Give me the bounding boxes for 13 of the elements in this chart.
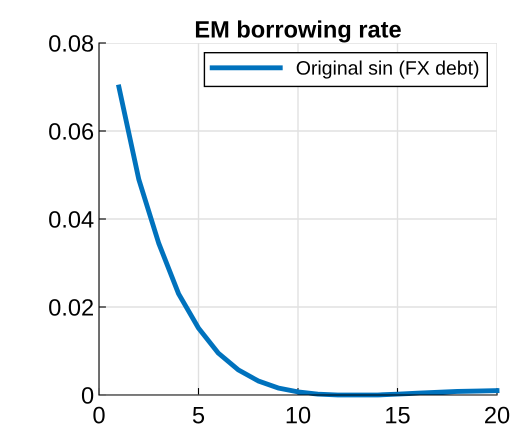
y-tick-label: 0 — [82, 387, 94, 404]
x-tick-label: 10 — [286, 406, 310, 424]
y-tick-label: 0.02 — [49, 299, 93, 316]
x-tick-label: 0 — [93, 406, 105, 424]
x-tick-label: 20 — [485, 406, 510, 424]
y-tick-label: 0.08 — [49, 35, 94, 52]
x-tick-label: 5 — [192, 406, 204, 424]
x-tick-label: 15 — [386, 406, 410, 424]
y-tick-label: 0.04 — [49, 211, 94, 228]
legend-label: Original sin (FX debt) — [296, 60, 478, 79]
chart-title: EM borrowing rate — [196, 20, 401, 42]
line-series — [116, 84, 500, 398]
y-tick-label: 0.06 — [49, 123, 94, 140]
